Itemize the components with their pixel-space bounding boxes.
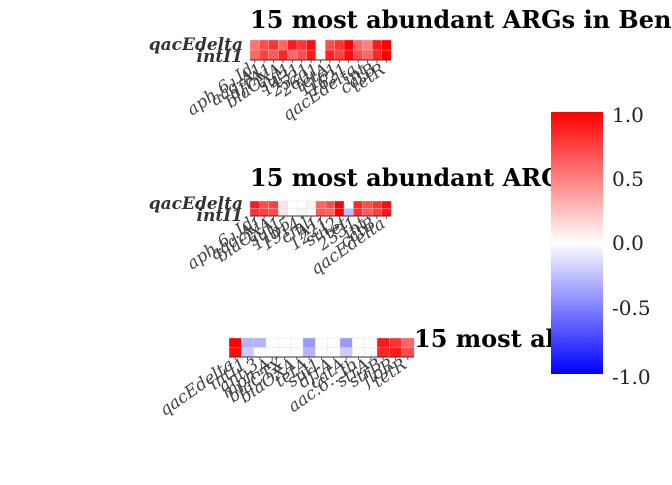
heatmap-cell: [325, 39, 336, 51]
heatmap-panels: aph.6..Idaad.A1dfrA1blaOXAsul11431252126…: [149, 5, 672, 421]
y-tick-label: intI1: [197, 47, 243, 67]
y-tick-label: intI1: [197, 206, 243, 226]
heatmap-cell: [302, 347, 316, 358]
heatmap-cell: [241, 337, 255, 348]
y-tick-label: qacEdelta: [149, 194, 243, 214]
heatmap-cell: [334, 39, 345, 51]
heatmap-cell: [364, 337, 378, 348]
panel-title: 15 most abundant ARGs in Benin: [250, 5, 672, 34]
legend-tick: 0.0: [612, 231, 644, 255]
heatmap-cell: [228, 347, 242, 358]
heatmap-panel: qacEdeltaintI1ant.3mph.AblaCTXblaOXAtetA…: [156, 324, 563, 421]
legend-tick: -0.5: [612, 296, 651, 320]
heatmap-cell: [343, 49, 354, 61]
heatmap-cell: [389, 347, 403, 358]
heatmap-cell: [325, 200, 336, 209]
heatmap-cell: [401, 347, 415, 358]
heatmap-cell: [228, 337, 242, 348]
heatmap-cell: [315, 347, 329, 358]
heatmap-cell: [268, 49, 279, 61]
heatmap-cell: [265, 337, 279, 348]
legend-tick: 0.5: [612, 167, 644, 191]
heatmap-cell: [327, 347, 341, 358]
heatmap-cell: [278, 337, 292, 348]
y-tick-label: qacEdelta: [149, 35, 243, 55]
heatmap-cell: [241, 347, 255, 358]
heatmap-cell: [290, 337, 304, 348]
heatmap-cell: [362, 39, 373, 51]
heatmap-cell: [249, 39, 260, 51]
legend-colorbar: [551, 112, 603, 374]
heatmap-cell: [381, 39, 392, 51]
heatmap-cell: [352, 347, 366, 358]
heatmap-cell: [253, 337, 267, 348]
heatmap-cell: [353, 39, 364, 51]
heatmap-cell: [339, 347, 353, 358]
heatmap-cell: [253, 347, 267, 358]
heatmap-cell: [296, 49, 307, 61]
heatmap-cell: [362, 49, 373, 61]
heatmap-cell: [372, 200, 383, 209]
heatmap-cell: [362, 200, 373, 209]
color-legend: 1.0 0.5 0.0 -0.5 -1.0: [551, 103, 651, 389]
heatmap-cell: [259, 49, 270, 61]
heatmap-cell: [315, 39, 326, 51]
heatmap-cell: [353, 49, 364, 61]
heatmap-cell: [364, 347, 378, 358]
heatmap-cell: [290, 347, 304, 358]
heatmap-cell: [306, 200, 317, 209]
heatmap-cell: [306, 49, 317, 61]
heatmap-cell: [401, 337, 415, 348]
heatmap-cell: [381, 208, 392, 217]
heatmap-cell: [334, 49, 345, 61]
heatmap-cell: [268, 39, 279, 51]
heatmap-cell: [259, 39, 270, 51]
heatmap-cell: [376, 347, 390, 358]
heatmap-cell: [376, 337, 390, 348]
heatmap-cell: [343, 39, 354, 51]
heatmap-cell: [296, 200, 307, 209]
heatmap-cell: [249, 200, 260, 209]
panel-title: 15 most ab: [414, 324, 562, 353]
heatmap-cell: [287, 200, 298, 209]
heatmap-cell: [372, 49, 383, 61]
heatmap-panel: aph.6..Idaad.A1dfrA1blaOXAsul11431252126…: [149, 5, 672, 126]
heatmap-cell: [278, 39, 289, 51]
heatmap-cell: [265, 347, 279, 358]
heatmap-cell: [389, 337, 403, 348]
legend-tick: -1.0: [612, 365, 651, 389]
heatmap-cell: [259, 200, 270, 209]
heatmap-cell: [302, 337, 316, 348]
heatmap-cell: [315, 49, 326, 61]
heatmap-cell: [296, 39, 307, 51]
heatmap-cell: [339, 337, 353, 348]
heatmap-cell: [249, 49, 260, 61]
heatmap-cell: [278, 347, 292, 358]
heatmap-cell: [343, 200, 354, 209]
heatmap-cell: [325, 49, 336, 61]
heatmap-cell: [327, 337, 341, 348]
heatmap-cell: [352, 337, 366, 348]
heatmap-cell: [381, 49, 392, 61]
heatmap-cell: [278, 200, 289, 209]
heatmap-cell: [381, 200, 392, 209]
legend-tick: 1.0: [612, 103, 644, 127]
heatmap-cell: [287, 39, 298, 51]
heatmap-cell: [268, 200, 279, 209]
panel-title: 15 most abundant ARG: [250, 163, 562, 192]
heatmap-cell: [334, 200, 345, 209]
heatmap-cell: [315, 200, 326, 209]
heatmap-cell: [278, 49, 289, 61]
heatmap-panel: aph.6..Idaad.A1blaOXAsul111b51914cmlA112…: [149, 163, 562, 280]
heatmap-cell: [315, 337, 329, 348]
heatmap-cell: [306, 39, 317, 51]
heatmap-cell: [287, 49, 298, 61]
heatmap-cell: [353, 200, 364, 209]
heatmap-cell: [372, 39, 383, 51]
